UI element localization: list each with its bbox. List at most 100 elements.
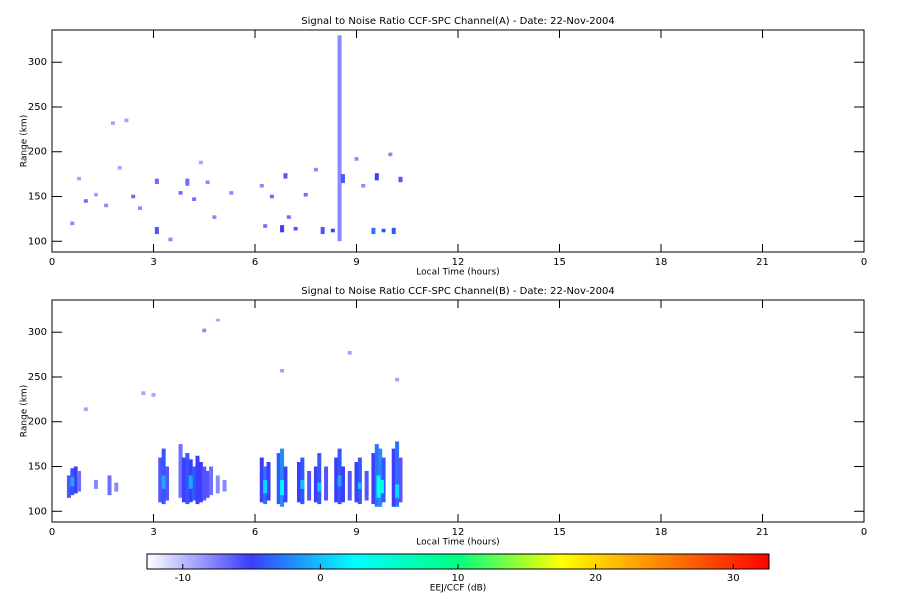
cell bbox=[320, 226, 325, 235]
y-tick-label: 200 bbox=[28, 417, 47, 428]
x-tick-label: 21 bbox=[756, 527, 769, 538]
cell bbox=[300, 479, 305, 489]
cell bbox=[215, 475, 220, 494]
cell bbox=[259, 183, 264, 188]
cell bbox=[137, 206, 142, 210]
cell bbox=[391, 227, 396, 235]
cell bbox=[361, 183, 366, 188]
cell bbox=[165, 466, 170, 501]
y-tick-label: 150 bbox=[28, 192, 47, 203]
cell bbox=[376, 475, 381, 498]
cell bbox=[192, 466, 197, 501]
x-tick-label: 12 bbox=[452, 527, 465, 538]
cell bbox=[124, 118, 129, 123]
y-tick-label: 300 bbox=[28, 57, 47, 68]
cell bbox=[307, 470, 312, 501]
colorbar-tick-label: 20 bbox=[589, 573, 602, 584]
x-tick-label: 0 bbox=[49, 527, 55, 538]
cell bbox=[347, 470, 352, 501]
x-tick-label: 0 bbox=[49, 257, 55, 268]
chart-title: Signal to Noise Ratio CCF-SPC Channel(B)… bbox=[301, 286, 615, 297]
cell bbox=[354, 462, 359, 503]
y-tick-label: 250 bbox=[28, 372, 47, 383]
cell bbox=[104, 203, 109, 208]
cell bbox=[286, 215, 291, 219]
cell bbox=[398, 457, 403, 503]
cell bbox=[259, 457, 264, 503]
cell bbox=[83, 199, 88, 203]
cell bbox=[154, 178, 159, 184]
x-tick-label: 15 bbox=[553, 257, 566, 268]
cell bbox=[202, 466, 207, 501]
x-tick-label: 12 bbox=[452, 257, 465, 268]
x-tick-label: 6 bbox=[252, 257, 258, 268]
y-axis-label: Range (km) bbox=[20, 385, 30, 437]
colorbar-label: EEJ/CCF (dB) bbox=[430, 584, 487, 594]
cell bbox=[188, 475, 193, 489]
cell bbox=[93, 192, 98, 197]
x-tick-label: 0 bbox=[861, 527, 867, 538]
y-tick-label: 100 bbox=[28, 506, 47, 517]
cell bbox=[371, 227, 376, 235]
x-tick-label: 0 bbox=[861, 257, 867, 268]
cell bbox=[263, 224, 268, 228]
cell bbox=[337, 35, 342, 242]
cell bbox=[198, 462, 203, 503]
colorbar-tick-label: 30 bbox=[727, 573, 740, 584]
cell bbox=[73, 466, 78, 494]
cell bbox=[371, 453, 376, 505]
cell bbox=[395, 441, 400, 507]
cell bbox=[131, 194, 136, 199]
cell bbox=[158, 457, 163, 503]
cell bbox=[303, 192, 308, 197]
cell bbox=[317, 453, 322, 505]
cell bbox=[110, 121, 115, 125]
cell bbox=[313, 167, 318, 172]
cell bbox=[70, 221, 75, 226]
y-tick-label: 200 bbox=[28, 147, 47, 158]
cell bbox=[388, 152, 393, 157]
y-tick-label: 150 bbox=[28, 462, 47, 473]
x-tick-label: 9 bbox=[353, 257, 359, 268]
cell bbox=[324, 466, 329, 501]
cell bbox=[317, 482, 322, 492]
cell bbox=[178, 444, 183, 498]
cell bbox=[391, 448, 396, 507]
cell bbox=[222, 479, 227, 492]
cell bbox=[280, 368, 285, 373]
cell bbox=[347, 351, 352, 355]
cell bbox=[151, 393, 156, 397]
cell bbox=[357, 457, 362, 505]
cell bbox=[280, 479, 285, 496]
cell bbox=[77, 470, 82, 492]
cell bbox=[283, 466, 288, 503]
cell bbox=[70, 477, 75, 487]
x-tick-label: 6 bbox=[252, 527, 258, 538]
cell bbox=[296, 462, 301, 503]
cell bbox=[293, 226, 298, 231]
cell bbox=[114, 482, 119, 492]
cell bbox=[313, 466, 318, 503]
x-tick-label: 3 bbox=[150, 527, 156, 538]
cell bbox=[280, 448, 285, 507]
cell bbox=[141, 391, 146, 395]
y-axis-label: Range (km) bbox=[20, 115, 30, 167]
cell bbox=[374, 173, 379, 181]
colorbar-tick-label: 10 bbox=[452, 573, 465, 584]
cell bbox=[185, 178, 190, 186]
x-axis-label: Local Time (hours) bbox=[416, 268, 499, 278]
x-tick-label: 3 bbox=[150, 257, 156, 268]
cell bbox=[83, 407, 88, 411]
x-tick-label: 18 bbox=[655, 527, 668, 538]
x-axis-label: Local Time (hours) bbox=[416, 538, 499, 548]
cell bbox=[337, 475, 342, 487]
y-tick-label: 250 bbox=[28, 102, 47, 113]
cell bbox=[107, 475, 112, 496]
cell bbox=[263, 479, 268, 494]
cell bbox=[381, 228, 386, 233]
colorbar-tick-label: 0 bbox=[317, 573, 323, 584]
colorbar-tick-label: -10 bbox=[175, 573, 191, 584]
cell bbox=[379, 479, 384, 494]
cell bbox=[215, 318, 220, 322]
